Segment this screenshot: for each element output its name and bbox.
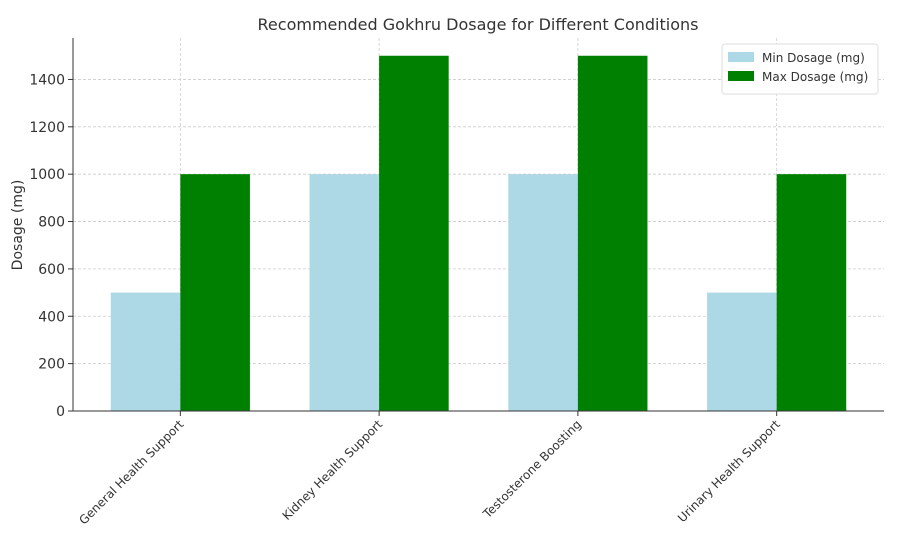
- y-tick-label: 600: [38, 262, 65, 278]
- legend-swatch: [728, 52, 754, 62]
- legend-swatch: [728, 71, 754, 81]
- legend-box: [721, 43, 879, 95]
- y-tick-label: 400: [38, 309, 65, 325]
- x-tick-label: General Health Support: [76, 417, 186, 527]
- x-tick-label: Urinary Health Support: [675, 417, 783, 525]
- bars: [110, 55, 847, 412]
- legend-label: Min Dosage (mg): [762, 51, 865, 65]
- bar: [379, 55, 449, 412]
- x-tick-label: Testosterone Boosting: [480, 417, 584, 521]
- bar: [776, 174, 847, 411]
- bar: [110, 292, 181, 411]
- legend-label: Max Dosage (mg): [762, 70, 868, 84]
- chart-title: Recommended Gokhru Dosage for Different …: [258, 15, 699, 34]
- y-axis-label: Dosage (mg): [10, 180, 26, 271]
- bar: [577, 55, 648, 412]
- y-tick-label: 0: [56, 404, 65, 420]
- y-tick-label: 1000: [29, 167, 65, 183]
- y-tick-label: 1200: [29, 120, 65, 136]
- y-tick-label: 1400: [29, 72, 65, 88]
- bar: [180, 174, 250, 411]
- bar: [508, 174, 578, 411]
- bar: [309, 174, 380, 411]
- y-tick-label: 200: [38, 357, 65, 373]
- bar: [707, 292, 777, 411]
- x-tick-label: Kidney Health Support: [280, 417, 386, 523]
- y-tick-label: 800: [38, 215, 65, 231]
